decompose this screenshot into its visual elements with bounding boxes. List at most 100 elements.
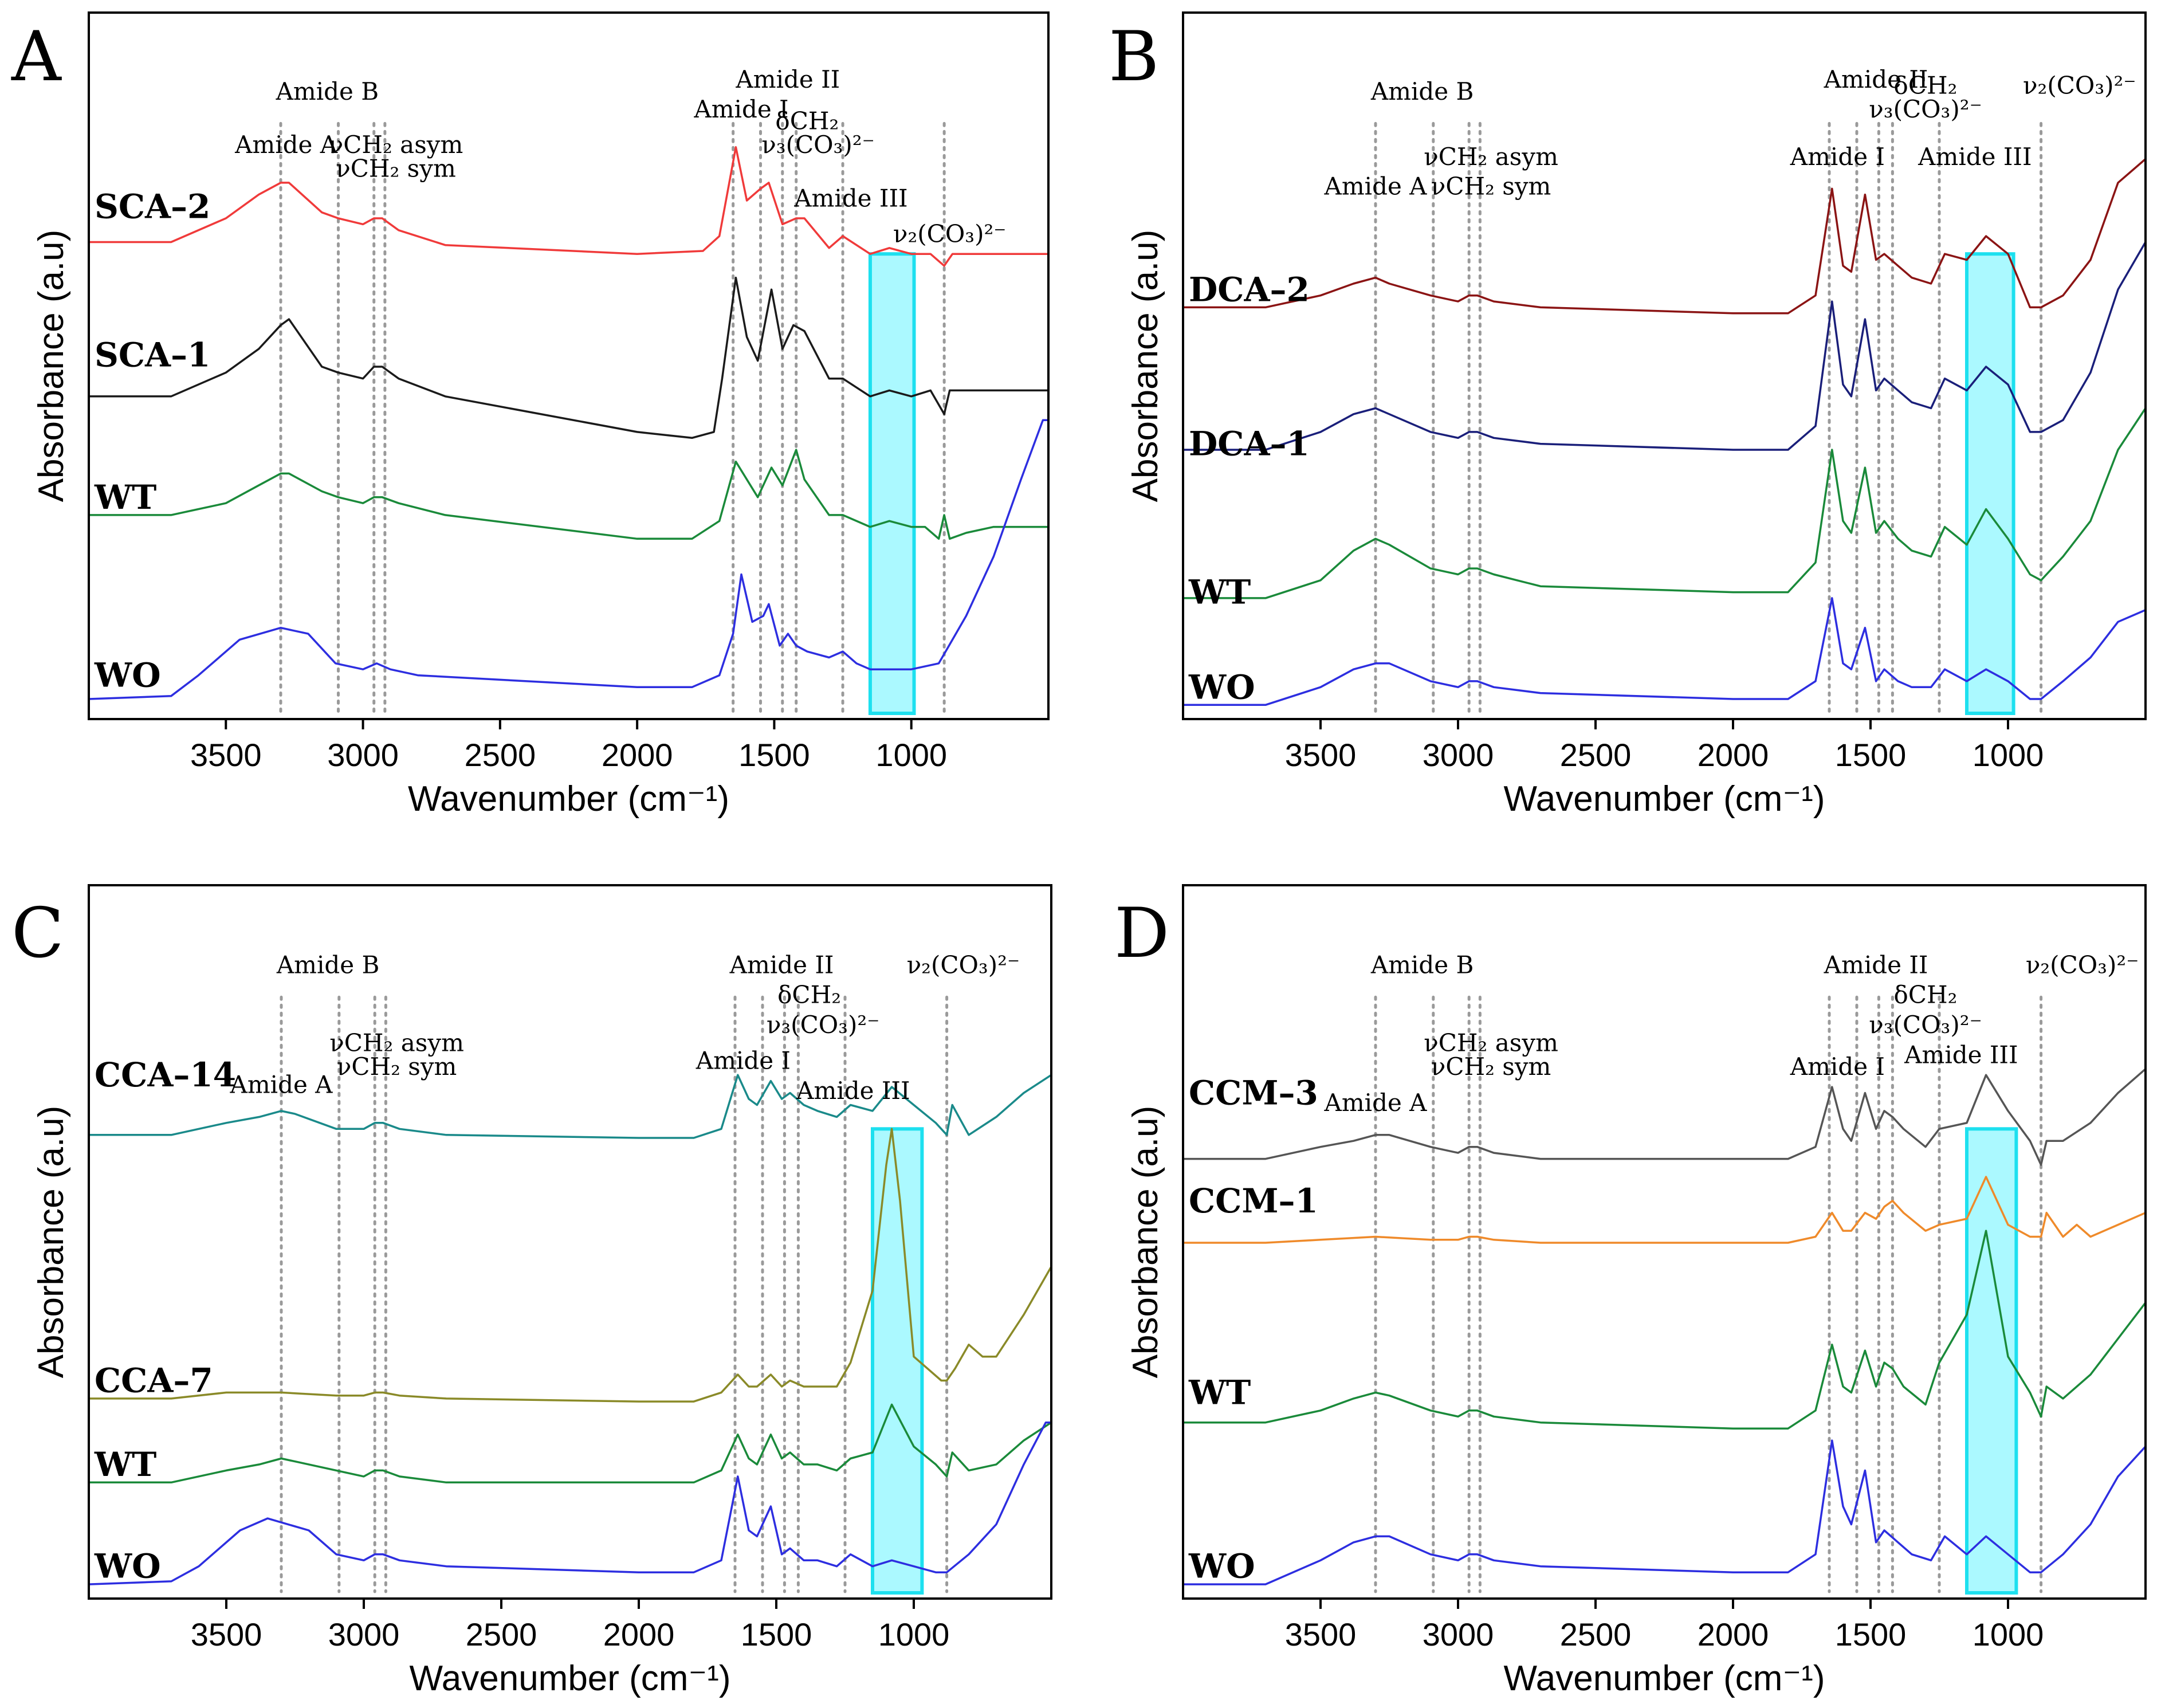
- x-tick-label-2: 2500: [465, 737, 536, 773]
- annotation-7: ν₃(CO₃)²⁻: [1869, 1011, 1982, 1039]
- annotation-9: ν₂(CO₃)²⁻: [2026, 951, 2139, 979]
- plot-frame: [1182, 11, 2147, 720]
- x-tick-label-1: 3000: [328, 1616, 400, 1652]
- x-tick-label-4: 1500: [1835, 1616, 1907, 1652]
- annotation-8: Amide III: [796, 1077, 910, 1105]
- highlight-band: [1965, 1127, 2018, 1595]
- plot-frame: [88, 884, 1052, 1600]
- x-tick-label-3: 2000: [1698, 1616, 1769, 1652]
- annotation-4: Amide I: [1790, 1053, 1885, 1081]
- series-line-0: [1183, 1068, 2147, 1166]
- x-tick-label-0: 3500: [190, 737, 262, 773]
- series-label-0: CCA–14: [95, 1055, 236, 1094]
- series-label-3: WO: [1188, 668, 1255, 706]
- annotation-7: ν₃(CO₃)²⁻: [767, 1011, 880, 1039]
- y-axis-title: Absorbance (a.u): [32, 230, 71, 502]
- panel-letter: A: [11, 17, 62, 97]
- annotation-3: νCH₂ sym: [1431, 1053, 1551, 1081]
- annotation-3: νCH₂ sym: [336, 155, 456, 183]
- x-tick-label-5: 1000: [878, 1616, 950, 1652]
- annotation-2: νCH₂ asym: [329, 131, 463, 159]
- y-axis-title: Absorbance (a.u): [1126, 230, 1165, 502]
- x-tick-label-4: 1500: [738, 737, 810, 773]
- x-tick-label-3: 2000: [603, 1616, 675, 1652]
- annotation-6: δCH₂: [1894, 981, 1958, 1009]
- annotation-5: Amide II: [735, 65, 840, 93]
- series-label-2: WT: [94, 478, 156, 517]
- series-line-1: [89, 1128, 1052, 1403]
- panel-letter: D: [1114, 894, 1169, 973]
- annotation-0: Amide A: [1323, 172, 1427, 201]
- annotation-4: Amide I: [696, 1047, 791, 1075]
- series-label-0: SCA–2: [95, 187, 210, 226]
- x-tick-label-0: 3500: [191, 1616, 262, 1652]
- series-line-0: [89, 146, 1048, 267]
- series-line-0: [1183, 158, 2147, 315]
- series-line-3: [88, 419, 1048, 700]
- annotation-7: ν₃(CO₃)²⁻: [1869, 95, 1982, 123]
- series-label-1: CCA–7: [95, 1361, 213, 1400]
- series-line-1: [1183, 1176, 2146, 1244]
- plot-frame: [88, 11, 1050, 720]
- annotation-7: ν₃(CO₃)²⁻: [761, 131, 875, 159]
- x-tick-label-2: 2500: [1560, 737, 1632, 773]
- series-label-2: WT: [1188, 1373, 1251, 1412]
- series-line-2: [1183, 407, 2147, 599]
- x-tick-label-4: 1500: [1835, 737, 1907, 773]
- annotation-8: Amide III: [1918, 143, 2032, 171]
- x-tick-label-5: 1000: [1973, 1616, 2044, 1652]
- annotation-1: Amide B: [1370, 951, 1474, 979]
- x-tick-label-5: 1000: [1973, 737, 2044, 773]
- x-tick-label-0: 3500: [1285, 1616, 1357, 1652]
- series-line-1: [1183, 241, 2147, 451]
- series-line-3: [88, 1421, 1051, 1585]
- series-label-2: WT: [94, 1445, 156, 1484]
- series-line-1: [89, 276, 1048, 439]
- highlight-band: [1965, 252, 2015, 715]
- annotation-1: Amide B: [276, 77, 379, 105]
- y-axis-title: Absorbance (a.u): [1126, 1106, 1165, 1379]
- annotation-9: ν₂(CO₃)²⁻: [2023, 72, 2136, 100]
- series-label-0: CCM–3: [1189, 1074, 1318, 1113]
- x-tick-label-5: 1000: [875, 737, 947, 773]
- annotation-4: Amide I: [1790, 143, 1885, 171]
- panel-letter: C: [11, 894, 64, 973]
- series-line-2: [89, 1403, 1052, 1484]
- x-tick-label-0: 3500: [1285, 737, 1357, 773]
- annotation-3: νCH₂ sym: [1431, 172, 1551, 201]
- annotation-9: ν₂(CO₃)²⁻: [907, 951, 1020, 979]
- x-tick-label-4: 1500: [741, 1616, 812, 1652]
- x-tick-label-1: 3000: [1423, 737, 1494, 773]
- panel-B: B DCA–2 DCA–1 WT WO Amide A Amide B νCH₂ asymνC…: [1109, 11, 2147, 819]
- series-line-3: [1183, 597, 2146, 706]
- x-tick-label-1: 3000: [1423, 1616, 1494, 1652]
- annotation-1: Amide B: [276, 951, 380, 979]
- series-label-2: WT: [1188, 573, 1251, 612]
- x-tick-label-3: 2000: [1698, 737, 1769, 773]
- series-label-1: DCA–1: [1189, 425, 1310, 464]
- annotation-8: Amide III: [1904, 1040, 2018, 1069]
- y-axis-title: Absorbance (a.u): [32, 1106, 71, 1379]
- annotation-0: Amide A: [1323, 1089, 1427, 1117]
- x-tick-label-2: 2500: [1560, 1616, 1632, 1652]
- plot-frame: [1182, 884, 2147, 1600]
- annotation-6: δCH₂: [777, 981, 841, 1009]
- panel-D: D CCM–3 CCM–1 WT WO Amide A Amide B νCH₂ asymνC…: [1114, 884, 2147, 1698]
- annotation-6: δCH₂: [775, 107, 839, 135]
- x-axis-title: Wavenumber (cm⁻¹): [1504, 1659, 1825, 1698]
- series-line-2: [89, 449, 1048, 540]
- annotation-1: Amide B: [1370, 77, 1474, 105]
- series-label-1: CCM–1: [1189, 1181, 1318, 1220]
- series-line-2: [1183, 1230, 2147, 1430]
- series-line-0: [89, 1074, 1052, 1139]
- series-label-3: WO: [94, 1547, 161, 1586]
- annotation-2: νCH₂ asym: [1424, 143, 1558, 171]
- x-tick-label-3: 2000: [602, 737, 673, 773]
- annotation-6: δCH₂: [1894, 72, 1958, 100]
- annotation-5: Amide II: [1824, 951, 1928, 979]
- highlight-band: [868, 252, 916, 715]
- annotation-2: νCH₂ asym: [1424, 1028, 1558, 1057]
- annotation-9: ν₂(CO₃)²⁻: [893, 219, 1007, 248]
- panel-A: A SCA–2 SCA–1 WT WO Amide A Amide B νCH₂ asymνC…: [11, 11, 1050, 819]
